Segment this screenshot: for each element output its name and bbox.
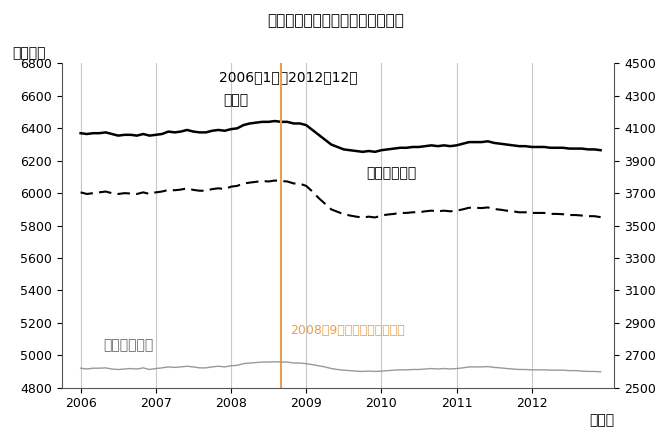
Text: 女（右目盛）: 女（右目盛） bbox=[103, 338, 154, 352]
Text: 男（右目盛）: 男（右目盛） bbox=[366, 166, 417, 180]
Text: 男女計: 男女計 bbox=[223, 93, 248, 107]
Text: 2006年1月～2012年12月: 2006年1月～2012年12月 bbox=[219, 70, 358, 84]
Text: （万人）: （万人） bbox=[12, 46, 46, 60]
Text: 2008年9月リーマンショック: 2008年9月リーマンショック bbox=[290, 325, 405, 337]
Text: （年）: （年） bbox=[589, 413, 615, 428]
Text: 《参考》就業者数（季節調整値）: 《参考》就業者数（季節調整値） bbox=[267, 13, 404, 28]
